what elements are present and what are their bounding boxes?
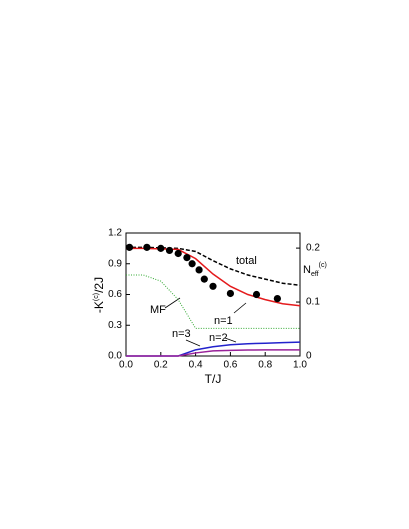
y-tick-label: 0.0 xyxy=(108,351,122,362)
x-tick-label: 0.0 xyxy=(119,360,133,371)
y-tick-label: 0.9 xyxy=(108,258,122,269)
arrow xyxy=(164,297,181,309)
data-point xyxy=(252,290,261,299)
data-point xyxy=(157,244,165,252)
arrow xyxy=(185,339,201,347)
x-tick-label: 1.0 xyxy=(293,360,307,371)
series-label: total xyxy=(236,255,257,267)
y-label-part: /2J xyxy=(92,277,106,293)
data-point xyxy=(188,260,196,268)
y2-label-part: N xyxy=(303,264,311,276)
y2-label-sub: eff xyxy=(311,271,319,278)
y-label-sup: (c) xyxy=(93,293,100,301)
x-tick-label: 0.4 xyxy=(189,360,203,371)
series-line xyxy=(126,274,300,329)
y2-tick-label: 0.1 xyxy=(306,297,320,308)
data-point xyxy=(125,243,134,251)
arrow xyxy=(233,302,247,314)
data-point xyxy=(226,289,234,298)
series-line xyxy=(126,247,301,307)
x-tick-label: 0.6 xyxy=(223,360,237,371)
x-tick-label: 0.8 xyxy=(258,360,272,371)
y-tick-label: 1.2 xyxy=(108,228,122,239)
arrow xyxy=(224,337,237,343)
series-label: n=1 xyxy=(214,315,233,327)
series-label: n=3 xyxy=(172,328,191,340)
y-axis-label: -K(c)/2J xyxy=(92,277,106,313)
data-point xyxy=(183,254,191,262)
data-point xyxy=(143,243,151,251)
data-point xyxy=(174,249,182,258)
series-label: MF xyxy=(150,304,166,316)
data-point xyxy=(165,246,174,255)
y2-tick-label: 0.2 xyxy=(306,243,320,254)
series-line xyxy=(126,341,301,357)
y-tick-label: 0.3 xyxy=(108,320,122,331)
series-label: n=2 xyxy=(209,332,228,344)
data-point xyxy=(200,275,208,283)
data-point xyxy=(209,282,217,290)
x-tick-label: 0.2 xyxy=(154,360,168,371)
y2-axis-label: Neff(c) xyxy=(303,262,327,278)
series-line xyxy=(126,246,301,287)
annotation-arrows xyxy=(164,297,247,347)
y2-tick-label: 0 xyxy=(306,351,312,362)
y-label-part: -K xyxy=(92,301,106,313)
data-point xyxy=(273,295,281,303)
y-tick-label: 0.6 xyxy=(108,289,122,300)
x-axis-label: T/J xyxy=(205,372,222,386)
series-line xyxy=(126,349,300,357)
data-point xyxy=(195,266,203,274)
y2-label-sup: (c) xyxy=(319,262,327,269)
